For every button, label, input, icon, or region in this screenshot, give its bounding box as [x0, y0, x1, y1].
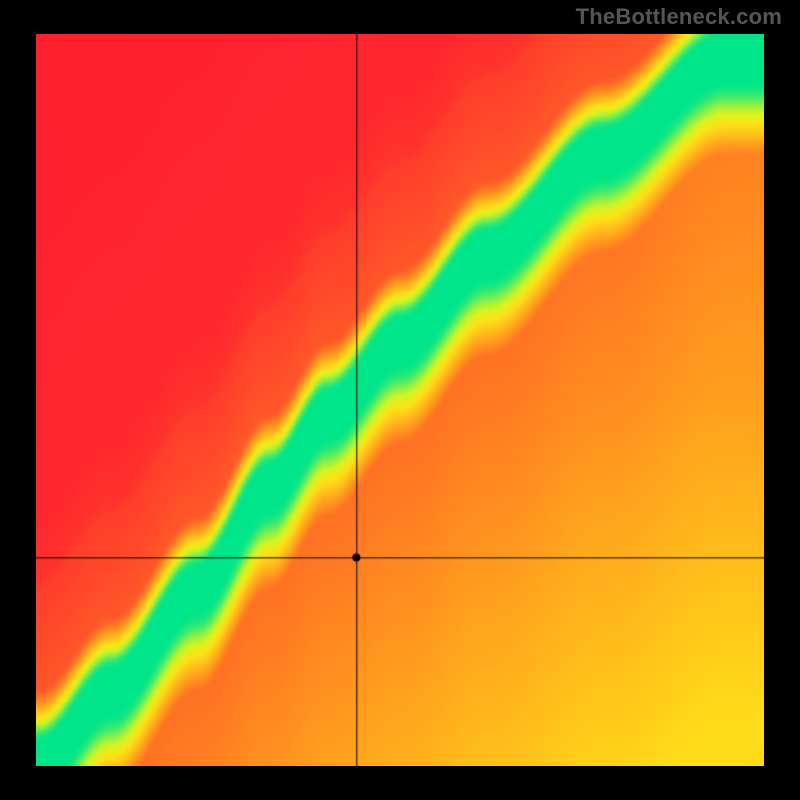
watermark-text: TheBottleneck.com [576, 4, 782, 30]
heatmap-canvas [36, 34, 764, 766]
chart-frame: TheBottleneck.com [0, 0, 800, 800]
heatmap-plot-area [36, 34, 764, 766]
